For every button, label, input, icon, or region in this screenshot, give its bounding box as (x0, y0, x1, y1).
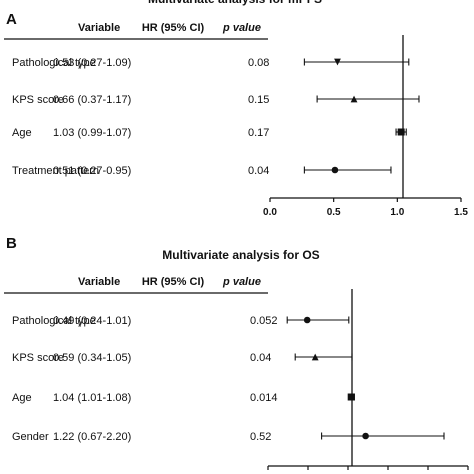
panel-label: B (6, 235, 17, 252)
x-tick-label: 0.0 (263, 207, 277, 218)
hr-point-marker (311, 353, 319, 361)
row-p-value-text: 0.04 (248, 165, 269, 177)
x-tick-label: 0.5 (327, 207, 341, 218)
row-p-value-text: 0.08 (248, 57, 269, 69)
row-hr-ci-text: 0.59 (0.34-1.05) (53, 352, 131, 364)
x-tick-label: 1.0 (390, 207, 404, 218)
column-header-p-value: p value (222, 22, 261, 34)
row-variable-label: Age (12, 127, 32, 139)
hr-point-marker (303, 316, 311, 324)
row-variable-label: Age (12, 392, 32, 404)
row-variable-label: Pathological type (12, 57, 96, 69)
row-hr-ci-text: 0.66 (0.37-1.17) (53, 94, 131, 106)
row-p-value-text: 0.52 (250, 431, 271, 443)
column-header-hr: HR (95% CI) (142, 22, 205, 34)
row-hr-ci-text: 1.03 (0.99-1.07) (53, 127, 131, 139)
row-p-value-text: 0.014 (250, 392, 278, 404)
row-hr-ci-text: 1.04 (1.01-1.08) (53, 392, 131, 404)
hr-point-marker (331, 166, 339, 174)
row-hr-ci-text: 1.22 (0.67-2.20) (53, 431, 131, 443)
column-header-variable: Variable (78, 276, 120, 288)
row-variable-label: Gender (12, 431, 49, 443)
panel-label: A (6, 11, 17, 28)
column-header-p-value: p value (222, 276, 261, 288)
row-variable-label: Treatment pattern (12, 165, 99, 177)
row-p-value-text: 0.17 (248, 127, 269, 139)
row-p-value-text: 0.15 (248, 94, 269, 106)
hr-point-marker (350, 95, 358, 103)
panel-title: Multivariate analysis for OS (162, 248, 319, 262)
column-header-hr: HR (95% CI) (142, 276, 205, 288)
panel-title: Multivariate analysis for mPFS (148, 0, 322, 6)
row-variable-label: KPS score (12, 94, 64, 106)
row-p-value-text: 0.04 (250, 352, 271, 364)
hr-point-marker (362, 432, 369, 440)
row-hr-ci-text: 0.51 (0.27-0.95) (53, 165, 131, 177)
row-hr-ci-text: 0.53 (0.27-1.09) (53, 57, 131, 69)
row-p-value-text: 0.052 (250, 315, 278, 327)
row-variable-label: Pathological type (12, 315, 96, 327)
hr-point-marker (397, 128, 405, 136)
row-hr-ci-text: 0.49 (0.24-1.01) (53, 315, 131, 327)
row-variable-label: KPS score (12, 352, 64, 364)
column-header-variable: Variable (78, 22, 120, 34)
x-tick-label: 1.5 (454, 207, 468, 218)
hr-point-marker (334, 58, 341, 66)
hr-point-marker (347, 393, 355, 401)
